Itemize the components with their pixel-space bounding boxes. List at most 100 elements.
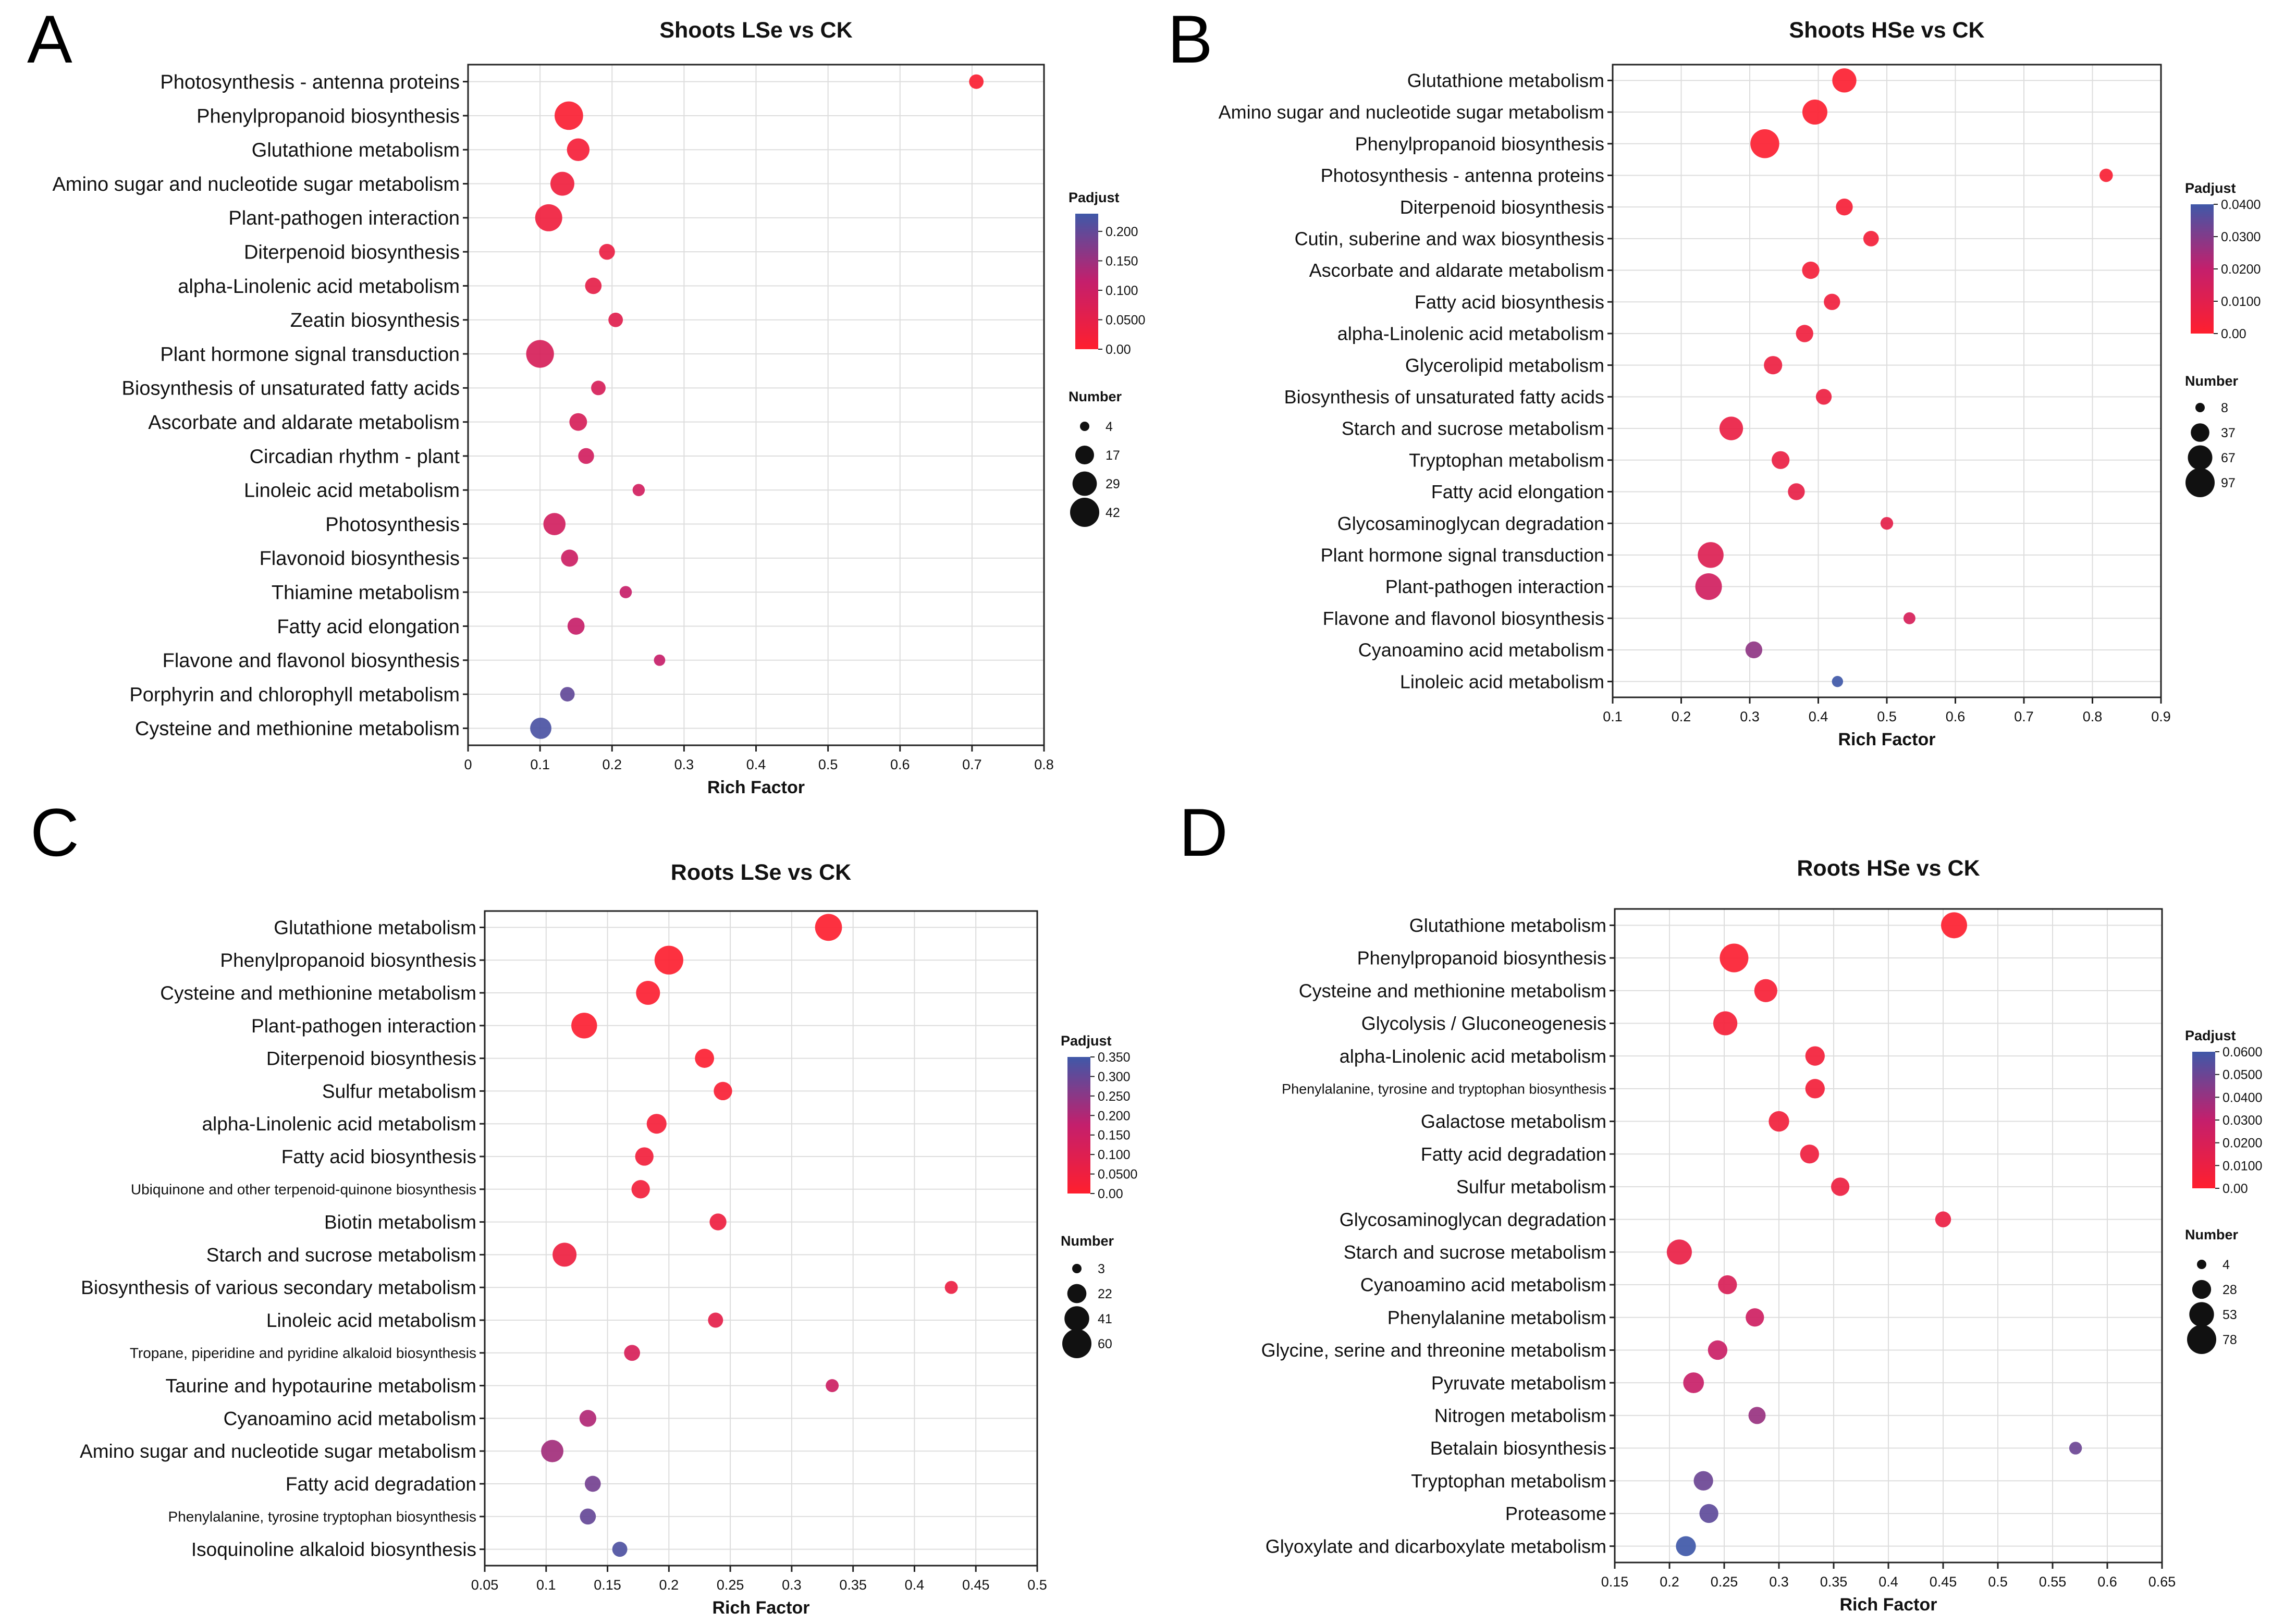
data-point [561, 549, 579, 567]
category-label: Taurine and hypotaurine metabolism [166, 1375, 476, 1397]
color-legend-label: 0.00 [2221, 327, 2246, 341]
data-point [1941, 912, 1967, 939]
category-label: alpha-Linolenic acid metabolism [178, 276, 460, 298]
size-legend-label: 53 [2222, 1308, 2237, 1322]
category-label: Diterpenoid biosynthesis [1400, 196, 1604, 218]
category-label: Flavone and flavonol biosynthesis [1323, 608, 1604, 629]
category-label: Cyanoamino acid metabolism [224, 1408, 476, 1429]
plot-border [1612, 64, 2162, 698]
data-point [632, 484, 645, 496]
color-legend: Padjust 0.200 0.150 0.100 0.0500 0.00 [1069, 190, 1145, 357]
category-label: alpha-Linolenic acid metabolism [202, 1113, 476, 1135]
category-label: Glutathione metabolism [274, 917, 476, 938]
plot-area [484, 910, 1038, 1567]
size-legend-dot [1064, 1306, 1089, 1331]
x-tick-label: 0.5 [1988, 1574, 2008, 1590]
plot-border [467, 64, 1045, 746]
data-point [1695, 573, 1722, 600]
category-label: Plant-pathogen interaction [228, 207, 460, 229]
color-legend-label: 0.0500 [1106, 313, 1145, 327]
data-point [585, 277, 602, 294]
category-label: Fatty acid biosynthesis [281, 1146, 476, 1167]
data-point [1693, 1471, 1713, 1491]
size-legend: Number 4 17 29 42 [1069, 389, 1122, 527]
data-point [1769, 1111, 1789, 1132]
color-legend-label: 0.150 [1098, 1128, 1131, 1143]
x-tick-label: 0.1 [536, 1577, 556, 1593]
size-legend: Number 4 28 53 78 [2185, 1227, 2239, 1354]
panel-letter: B [1168, 1, 1213, 77]
data-point [530, 717, 551, 739]
color-legend-title: Padjust [1069, 190, 1120, 205]
data-point [1683, 1372, 1704, 1394]
color-legend: Padjust 0.0400 0.0300 0.0200 0.0100 0.00 [2185, 180, 2261, 341]
x-axis-title: Rich Factor [1839, 1595, 1937, 1615]
data-point [578, 448, 594, 464]
x-tick-label: 0.45 [1930, 1574, 1957, 1590]
category-label: Ubiquinone and other terpenoid-quinone b… [131, 1182, 476, 1198]
category-label: Circadian rhythm - plant [250, 446, 460, 467]
x-axis-title: Rich Factor [1838, 730, 1935, 749]
data-point [1903, 612, 1915, 624]
category-label: Plant hormone signal transduction [1321, 544, 1604, 565]
x-tick-label: 0.8 [2083, 709, 2103, 724]
data-point [1746, 1308, 1764, 1327]
chart-title: Roots LSe vs CK [671, 860, 851, 885]
x-tick-label: 0.7 [962, 757, 982, 772]
data-point [619, 586, 632, 598]
category-label: Cysteine and methionine metabolism [1299, 980, 1606, 1001]
x-tick-label: 0.25 [1711, 1574, 1738, 1590]
data-point [1802, 100, 1827, 125]
category-label: Phenylalanine, tyrosine and tryptophan b… [1282, 1081, 1606, 1097]
data-point [708, 1312, 723, 1328]
data-point [1802, 261, 1820, 279]
category-label: Porphyrin and chlorophyll metabolism [129, 684, 460, 706]
category-label: Plant-pathogen interaction [1385, 576, 1604, 597]
size-legend-dot [1080, 422, 1089, 431]
size-legend-dot [2197, 1260, 2206, 1269]
x-tick-label: 0.35 [839, 1577, 867, 1593]
category-label: Thiamine metabolism [272, 582, 460, 604]
data-point [969, 74, 984, 89]
data-point [571, 1013, 597, 1039]
size-legend-title: Number [1069, 389, 1122, 404]
category-label: Plant hormone signal transduction [160, 343, 460, 365]
category-label: Betalain biosynthesis [1430, 1437, 1606, 1459]
x-tick-label: 0.9 [2151, 709, 2171, 724]
data-point [815, 914, 842, 941]
data-point [543, 513, 566, 535]
x-tick-label: 0.7 [2014, 709, 2034, 724]
data-point [560, 687, 575, 702]
data-point [654, 654, 666, 666]
data-point [631, 1180, 650, 1199]
category-label: Phenylpropanoid biosynthesis [197, 105, 460, 127]
data-point [1754, 979, 1777, 1002]
panels: A Shoots LSe vs CK 0 0.1 0.2 0.3 0.4 0.5 0.6 0.7 0… [27, 1, 2262, 1618]
category-label: Phenylalanine, tyrosine tryptophan biosy… [168, 1509, 476, 1525]
data-point [624, 1345, 641, 1361]
data-point [567, 618, 585, 635]
chart-panel-c: C Roots LSe vs CK 0.05 0.1 0.15 0.2 0.25 0.3 0.3… [30, 794, 1137, 1618]
data-point [1720, 943, 1749, 973]
color-legend-label: 0.100 [1098, 1148, 1131, 1162]
chart-panel-d: D Roots HSe vs CK 0.15 0.2 0.25 0.3 0.35 0.4 0.4… [1179, 794, 2262, 1615]
color-legend-label: 0.0500 [1098, 1167, 1137, 1182]
category-label: Zeatin biosynthesis [290, 310, 460, 331]
color-legend-label: 0.00 [1098, 1187, 1123, 1201]
color-legend-label: 0.150 [1106, 254, 1138, 268]
x-tick-label: 0.65 [2148, 1574, 2176, 1590]
size-legend-title: Number [2185, 1227, 2239, 1242]
data-point [1863, 230, 1879, 247]
category-label: Amino sugar and nucleotide sugar metabol… [1219, 102, 1604, 123]
size-legend-label: 67 [2221, 451, 2236, 465]
size-legend-label: 29 [1106, 477, 1120, 491]
size-legend: Number 3 22 41 60 [1061, 1233, 1114, 1358]
category-label: Glutathione metabolism [1409, 915, 1606, 936]
data-point [1832, 68, 1857, 93]
size-legend-label: 28 [2222, 1283, 2237, 1297]
data-point [569, 413, 587, 431]
data-point [709, 1213, 727, 1231]
size-legend-label: 42 [1106, 506, 1120, 520]
x-tick-label: 0.5 [1027, 1577, 1047, 1593]
